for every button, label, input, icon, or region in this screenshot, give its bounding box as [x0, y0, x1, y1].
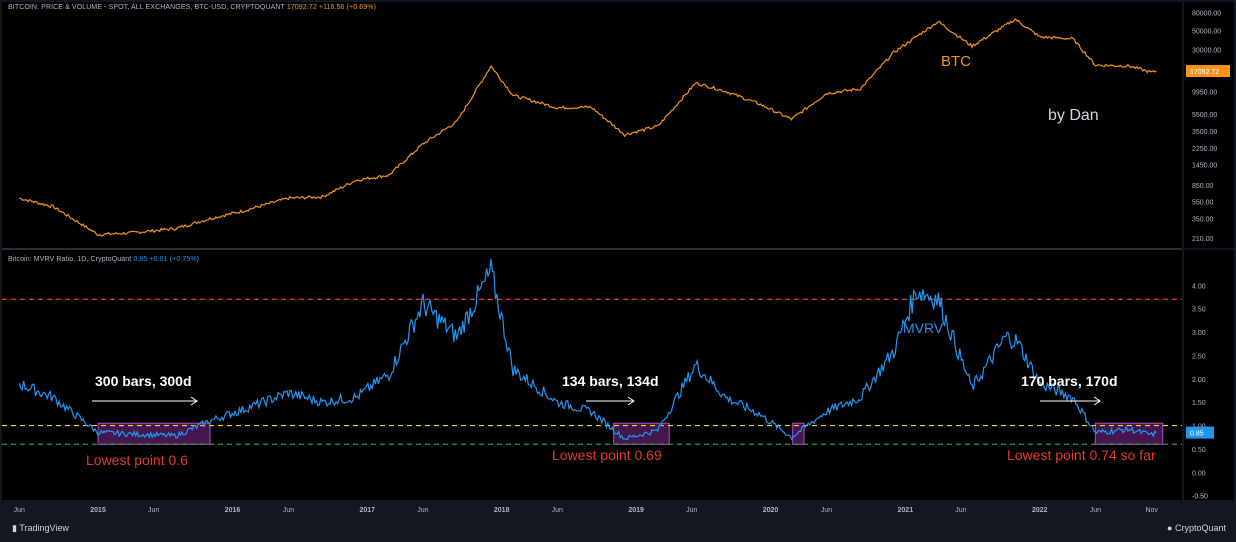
price-tick-label: 80000.00 — [1192, 10, 1221, 17]
x-tick-label: Jun — [148, 507, 159, 514]
tradingview-icon: ▮ — [12, 523, 17, 533]
mvrv-tick-label: 0.50 — [1192, 447, 1206, 454]
x-tick-label: 2016 — [225, 507, 241, 514]
price-tick-label: 50000.00 — [1192, 28, 1221, 35]
x-tick-label: Nov — [1145, 507, 1158, 514]
price-pane[interactable] — [2, 2, 1182, 248]
lowest-point-3: Lowest point 0.74 so far — [1007, 447, 1156, 463]
price-axis[interactable] — [1184, 2, 1234, 248]
price-last-badge — [1186, 65, 1230, 78]
price-tick-label: 30000.00 — [1192, 48, 1221, 55]
chart-svg: 80000.00 50000.00 30000.00 17092.72 9950.00 5… — [2, 10, 1230, 514]
arrow-2-head — [627, 396, 635, 406]
x-tick-label: Jun — [821, 507, 832, 514]
x-tick-label: Jun — [283, 507, 294, 514]
price-tick-label: 5500.00 — [1192, 112, 1217, 119]
mvrv-tick-label: 0.00 — [1192, 470, 1206, 477]
price-header-last: 17092.72 — [286, 4, 317, 11]
x-tick-label: Jun — [955, 507, 966, 514]
mvrv-pane[interactable] — [2, 250, 1182, 500]
price-tick-label: 550.00 — [1192, 199, 1214, 206]
price-tick-label: 1450.00 — [1192, 163, 1217, 170]
x-tick-label: Jun — [552, 507, 563, 514]
x-tick-label: 2020 — [763, 507, 779, 514]
mvrv-header-title: Bitcoin: MVRV Ratio, 1D, CryptoQuant — [8, 256, 132, 263]
tradingview-label: TradingView — [19, 523, 69, 533]
x-tick-label: 2022 — [1032, 507, 1048, 514]
tradingview-logo[interactable]: ▮ TradingView — [12, 523, 69, 534]
mvrv-tick-label: 3.50 — [1192, 307, 1206, 314]
x-tick-label: Jun — [1090, 507, 1101, 514]
mvrv-tick-label: 2.00 — [1192, 377, 1206, 384]
mvrv-header: Bitcoin: MVRV Ratio, 1D, CryptoQuant 0.8… — [8, 256, 199, 263]
arrow-3-head — [1093, 396, 1101, 406]
price-tick-label: 210.00 — [1192, 236, 1214, 243]
x-tick-label: Jun — [686, 507, 697, 514]
price-header: BITCOIN: PRICE & VOLUME - SPOT, ALL EXCH… — [8, 4, 376, 11]
mvrv-tick-label: 1.50 — [1192, 400, 1206, 407]
lowest-point-2: Lowest point 0.69 — [552, 447, 662, 463]
lowest-point-1: Lowest point 0.6 — [86, 452, 188, 468]
cryptoquant-logo: ● CryptoQuant — [1167, 523, 1226, 533]
mvrv-label: MVRV — [903, 320, 944, 336]
price-header-change: +116.56 (+0.69%) — [318, 4, 376, 11]
price-tick-label: 17092.72 — [1190, 69, 1219, 76]
x-tick-label: 2019 — [628, 507, 644, 514]
mvrv-axis[interactable] — [1184, 250, 1234, 500]
mvrv-tick-label: -0.50 — [1192, 494, 1208, 501]
bars-annotation-1: 300 bars, 300d — [95, 373, 192, 389]
x-tick-label: 2018 — [494, 507, 510, 514]
mvrv-last-badge — [1186, 426, 1214, 439]
price-tick-label: 850.00 — [1192, 183, 1214, 190]
mvrv-tick-label: 2.50 — [1192, 353, 1206, 360]
mvrv-header-change: +0.01 (+0.75%) — [149, 256, 200, 263]
mvrv-tick-label: 4.00 — [1192, 283, 1206, 290]
x-tick-label: 2021 — [898, 507, 914, 514]
price-header-title: BITCOIN: PRICE & VOLUME - SPOT, ALL EXCH… — [8, 4, 285, 11]
arrow-1-head — [190, 396, 198, 406]
cryptoquant-icon: ● — [1167, 523, 1173, 533]
x-tick-label: Jun — [14, 507, 25, 514]
x-tick-label: Jun — [417, 507, 428, 514]
price-tick-label: 350.00 — [1192, 217, 1214, 224]
price-tick-label: 2250.00 — [1192, 146, 1217, 153]
price-tick-label: 9950.00 — [1192, 90, 1217, 97]
author-label: by Dan — [1048, 107, 1099, 124]
mvrv-header-last: 0.85 — [133, 256, 148, 263]
footer-bar: ▮ TradingView ● CryptoQuant — [0, 514, 1236, 542]
mvrv-tick-label: 0.85 — [1190, 431, 1204, 438]
cryptoquant-label: CryptoQuant — [1174, 523, 1226, 533]
x-tick-label: 2015 — [90, 507, 106, 514]
x-tick-label: 2017 — [359, 507, 375, 514]
mvrv-line — [18, 259, 1157, 441]
price-tick-label: 3500.00 — [1192, 129, 1217, 136]
bars-annotation-3: 170 bars, 170d — [1021, 373, 1118, 389]
bars-annotation-2: 134 bars, 134d — [562, 373, 659, 389]
btc-label: BTC — [941, 53, 971, 70]
btc-price-line — [19, 18, 1157, 237]
mvrv-tick-label: 3.00 — [1192, 330, 1206, 337]
